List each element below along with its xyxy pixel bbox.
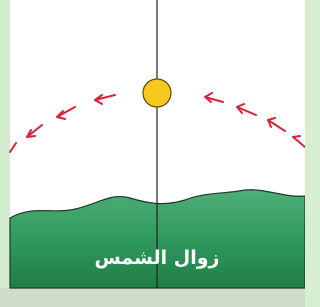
illustration: زوال الشمس [0,0,305,307]
sun [143,79,171,107]
caption: زوال الشمس [95,247,220,269]
page: {"caption": "زوال الشمس"} زوال الشمس (()… [0,0,305,307]
ground-strip [0,288,305,307]
